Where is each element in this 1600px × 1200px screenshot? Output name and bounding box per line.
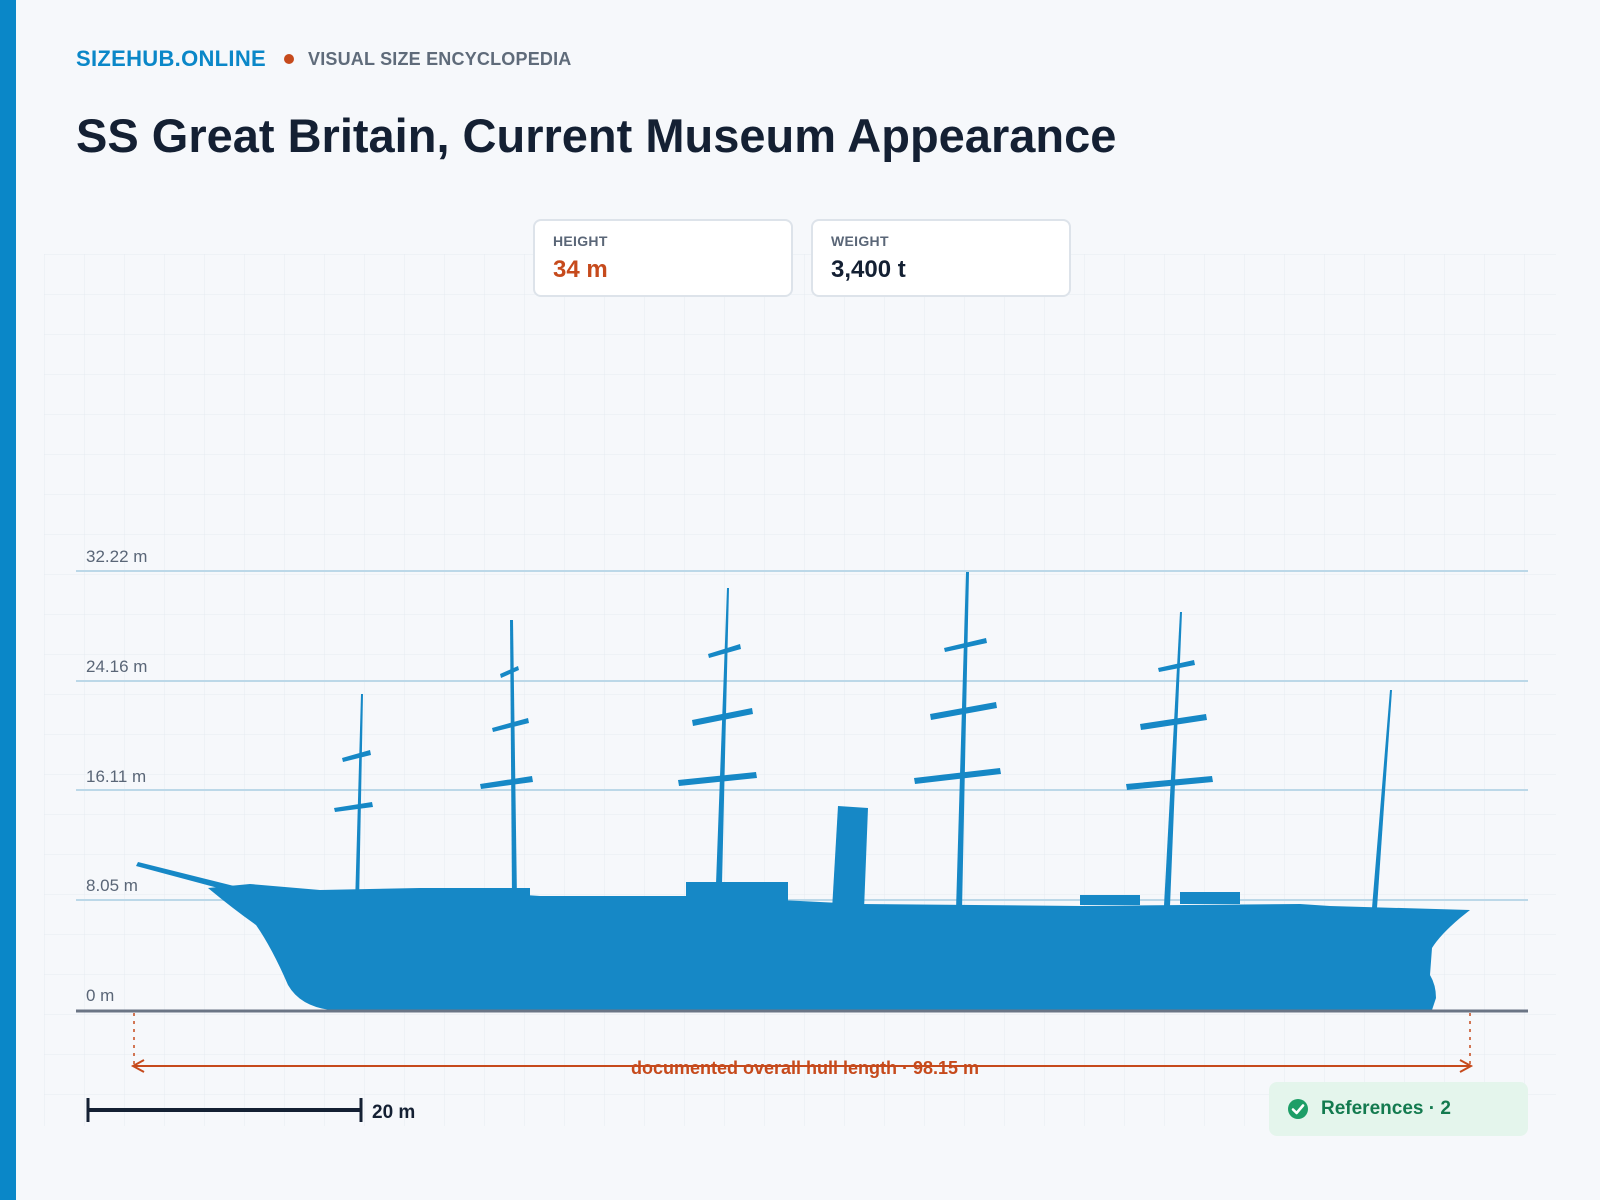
tagline: VISUAL SIZE ENCYCLOPEDIA (308, 48, 572, 69)
tick-label-8: 8.05 m (86, 876, 138, 895)
references-badge[interactable]: References · 2 (1269, 1082, 1528, 1136)
check-circle-icon (1288, 1099, 1308, 1119)
tick-label-24: 24.16 m (86, 657, 147, 676)
separator-dot (284, 54, 294, 64)
scale-bar-label: 20 m (372, 1102, 415, 1123)
length-annotation: documented overall hull length · 98.15 m (631, 1058, 979, 1078)
brand-link[interactable]: SIZEHUB.ONLINE (76, 46, 266, 71)
height-value: 34 m (553, 256, 608, 283)
length-measure: documented overall hull length · 98.15 m (130, 1013, 1474, 1078)
page-title: SS Great Britain, Current Museum Appeara… (76, 109, 1117, 162)
height-label: HEIGHT (553, 233, 608, 249)
weight-value: 3,400 t (831, 256, 906, 283)
tick-label-32: 32.22 m (86, 547, 147, 566)
height-scale: 32.22 m 24.16 m 16.11 m 8.05 m 0 m (76, 547, 1528, 1005)
scale-bar: 20 m (86, 1098, 415, 1123)
weight-label: WEIGHT (831, 233, 889, 249)
accent-bar (0, 0, 16, 1200)
weight-card: WEIGHT 3,400 t (811, 219, 1071, 297)
height-card: HEIGHT 34 m (533, 219, 793, 297)
site-header: SIZEHUB.ONLINE VISUAL SIZE ENCYCLOPEDIA (76, 46, 572, 72)
references-label: References · 2 (1321, 1098, 1451, 1119)
ship-silhouette (136, 572, 1470, 1010)
tick-label-0: 0 m (86, 986, 114, 1005)
tick-label-16: 16.11 m (86, 767, 146, 786)
